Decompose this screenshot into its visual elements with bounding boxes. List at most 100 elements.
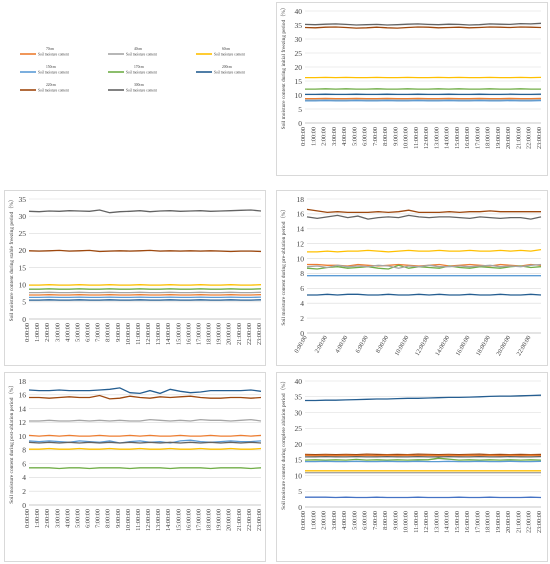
y-tick-label: 5 [22,298,26,307]
x-tick-label: 6:00:00 [362,127,369,146]
y-tick-label: 14 [297,225,305,234]
x-tick-label: 3:00:00 [54,509,61,528]
x-tick-label: 5:00:00 [74,509,81,528]
series-line [28,441,262,444]
y-axis-label: Soil moisture content during stable free… [8,197,15,322]
series-line [304,26,542,29]
x-tick-label: 0:00:00 [300,127,307,146]
x-tick-label: 6:00:00 [362,511,369,530]
y-tick-label: 40 [295,377,303,386]
y-tick-label: 8 [22,446,26,455]
x-tick-label: 15:00:00 [175,509,182,531]
y-tick-label: 0 [298,119,302,128]
y-tick-label: 25 [295,49,303,58]
series-line [29,447,262,450]
legend-label: Soil moisture content [214,52,245,56]
x-tick-label: 10:00:00 [125,323,132,345]
x-tick-label: 8:00:00 [382,511,389,530]
y-tick-label: 16 [297,210,305,219]
x-tick-label: 22:00:00 [246,323,253,345]
y-tick-label: 2 [300,314,304,323]
x-tick-label: 4:00:00 [341,511,348,530]
y-tick-label: 0 [298,503,302,512]
x-tick-label: 8:00:00 [382,127,389,146]
x-tick-label: 1:00:00 [310,127,317,146]
series-line [306,208,541,214]
x-tick-label: 15:00:00 [454,511,461,533]
x-tick-label: 5:00:00 [351,511,358,530]
x-tick-label: 3:00:00 [54,323,61,342]
x-tick-label: 11:00:00 [413,511,420,533]
x-tick-label: 19:00:00 [216,509,223,531]
x-tick-label: 18:00:00 [475,335,492,358]
series-line [306,214,542,220]
x-tick-label: 21:00:00 [515,511,522,533]
y-tick-label: 8 [300,269,304,278]
x-tick-label: 17:00:00 [195,323,202,345]
x-tick-label: 1:00:00 [34,323,41,342]
x-tick-label: 0:00:00 [293,335,309,355]
y-tick-label: 0 [300,329,304,338]
y-tick-label: 4 [22,473,26,482]
y-axis-label: Soil moisture content during complete ab… [280,378,287,510]
x-tick-label: 10:00:00 [125,509,132,531]
legend-label: Soil moisture content [126,52,157,56]
series-line [305,394,542,402]
x-tick-label: 4:00:00 [64,323,71,342]
legend-depth: 150cm [46,65,56,69]
x-tick-label: 2:00:00 [44,323,51,342]
legend-label: Soil moisture content [126,88,157,92]
x-tick-label: 20:00:00 [495,335,512,358]
x-tick-label: 15:00:00 [175,323,182,345]
x-tick-label: 5:00:00 [74,323,81,342]
y-tick-label: 12 [297,239,305,248]
x-tick-label: 13:00:00 [433,127,440,149]
series-line [28,249,262,253]
y-tick-label: 16 [19,391,27,400]
x-tick-label: 14:00:00 [165,323,172,345]
y-tick-label: 30 [295,35,303,44]
x-tick-label: 13:00:00 [433,511,440,533]
x-tick-label: 14:00:00 [444,511,451,533]
x-tick-label: 1:00:00 [34,509,41,528]
x-tick-label: 16:00:00 [464,511,471,533]
y-axis-label: Soil moisture content during pre-ablatio… [280,206,287,325]
x-tick-label: 5:00:00 [351,127,358,146]
chart-complete-ablation-period: 0 5 10 15 20 25 30 35 40 0:00:00 1:00:00 2:00:00 3:0… [276,372,548,562]
y-tick-label: 18 [297,195,305,204]
series-line [29,418,262,422]
legend-label: Soil moisture content [38,70,69,74]
series-line [28,209,262,214]
x-tick-label: 23:00:00 [256,509,263,531]
x-tick-label: 12:00:00 [145,509,152,531]
legend-label: Soil moisture content [38,88,69,92]
series-line [28,387,262,395]
x-tick-label: 0:00:00 [300,511,307,530]
chart-initial-freezing-period: 0 5 10 15 20 25 30 35 40 0:00:00 1:00:00 2:00:00 3:0… [276,2,548,176]
x-tick-label: 20:00:00 [505,511,512,533]
x-tick-label: 12:00:00 [145,323,152,345]
x-tick-label: 0:00:00 [24,323,31,342]
x-tick-label: 12:00:00 [423,127,430,149]
series-line [306,263,542,269]
x-tick-label: 21:00:00 [236,323,243,345]
x-tick-label: 21:00:00 [515,127,522,149]
x-tick-label: 18:00:00 [485,127,492,149]
y-tick-label: 40 [295,7,303,16]
x-tick-label: 20:00:00 [226,509,233,531]
x-tick-label: 17:00:00 [195,509,202,531]
legend-depth: 70cm [46,47,54,51]
y-tick-label: 6 [22,459,26,468]
x-tick-label: 16:00:00 [454,335,471,358]
x-tick-label: 9:00:00 [392,127,399,146]
series-line [306,264,542,270]
x-tick-label: 2:00:00 [314,335,330,355]
legend-depth: 200cm [222,65,232,69]
y-tick-label: 5 [298,487,302,496]
x-tick-label: 14:00:00 [165,509,172,531]
y-tick-label: 10 [295,91,303,100]
y-tick-label: 10 [19,432,27,441]
